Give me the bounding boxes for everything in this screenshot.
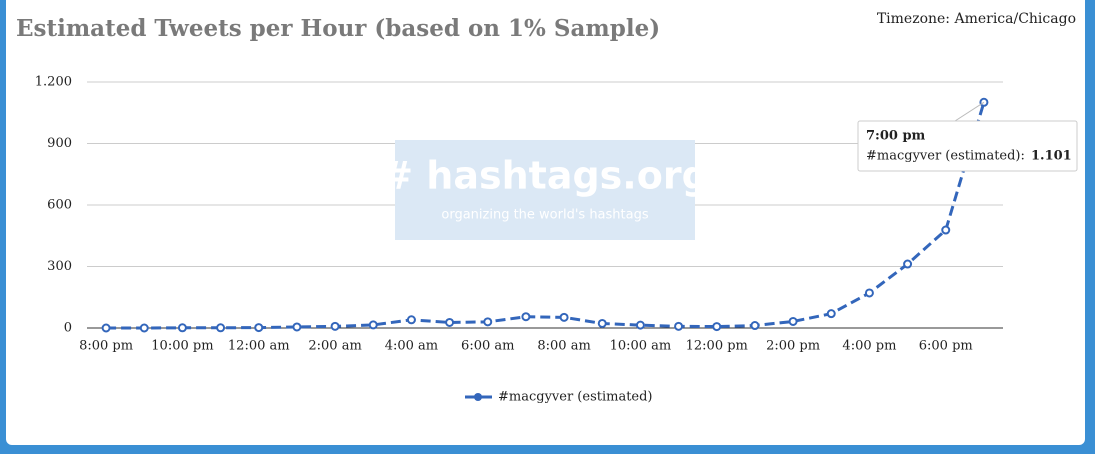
x-tick-label: 10:00 am [610,339,672,354]
point [254,323,264,333]
point [521,312,531,322]
point [216,323,226,333]
point [177,323,187,333]
timezone: Timezone: America/Chicago [877,11,1076,27]
point [788,316,798,326]
legend-label: #macgyver (estimated) [498,390,653,405]
y-tick-label: 0 [64,321,72,336]
point [712,322,722,332]
point [903,259,913,269]
x-tick-label: 6:00 am [461,339,514,354]
watermark-box [395,140,695,240]
y-tick-label: 1.200 [35,75,72,90]
x-tick-label: 4:00 am [385,339,438,354]
watermark-title: # hashtags.org [381,154,709,198]
x-tick-label: 6:00 pm [919,339,973,354]
point [406,315,416,325]
tooltip-text: #macgyver (estimated): [866,149,1025,164]
point [941,225,951,235]
point [101,323,111,333]
x-tick-label: 12:00 am [228,339,290,354]
y-tick-label: 900 [47,136,72,151]
point [750,321,760,331]
watermark-subtitle: organizing the world's hashtags [441,208,648,223]
point [674,321,684,331]
series-line [106,101,986,330]
x-tick-label: 8:00 am [537,339,590,354]
point [330,321,340,331]
x-tick-label: 10:00 pm [151,339,213,354]
tooltip-value: 1.101 [1031,149,1072,164]
point [597,318,607,328]
legend-marker [474,393,482,401]
x-tick-label: 12:00 pm [686,339,748,354]
point [139,323,149,333]
point [826,309,836,319]
y-tick-label: 600 [47,198,72,213]
point [559,312,569,322]
chart-title: Estimated Tweets per Hour (based on 1% S… [16,15,660,42]
point [864,288,874,298]
tooltip [857,120,1078,172]
point [445,317,455,327]
x-tick-label: 2:00 am [308,339,361,354]
point [368,320,378,330]
point [483,317,493,327]
x-tick-label: 2:00 pm [766,339,820,354]
x-tick-label: 8:00 pm [79,339,133,354]
point [635,320,645,330]
x-tick-label: 4:00 pm [842,339,896,354]
point [292,322,302,332]
tooltip-title: 7:00 pm [866,129,926,144]
y-tick-label: 300 [47,259,72,274]
tooltip-pointer [954,101,985,122]
